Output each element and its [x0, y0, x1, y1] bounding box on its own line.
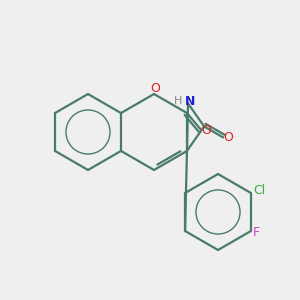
Text: Cl: Cl [253, 184, 265, 197]
Text: O: O [223, 131, 233, 144]
Text: O: O [150, 82, 160, 95]
Text: F: F [252, 226, 260, 239]
Text: N: N [185, 95, 195, 108]
Text: H: H [174, 97, 182, 106]
Text: O: O [201, 124, 211, 137]
